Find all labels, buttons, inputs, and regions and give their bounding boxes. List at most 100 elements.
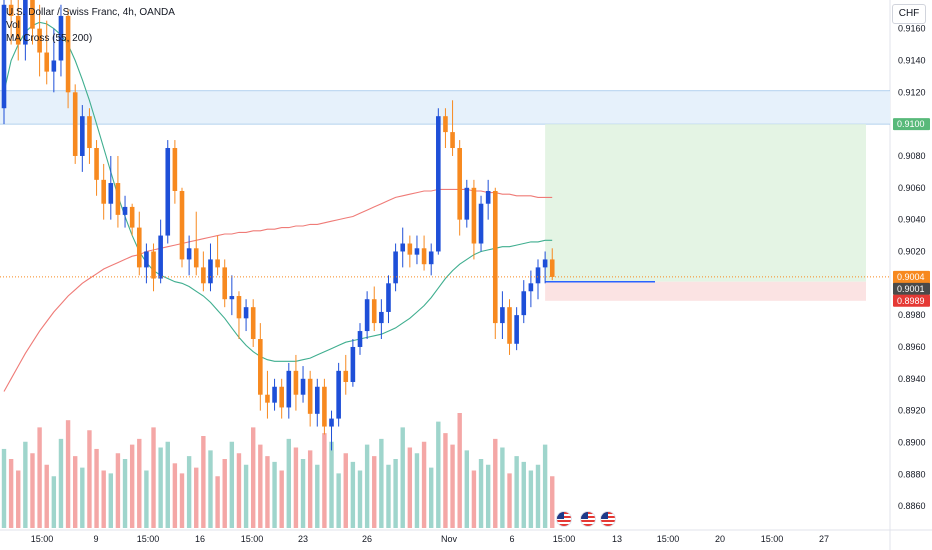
candle-body: [30, 0, 35, 29]
candle-body: [215, 259, 220, 268]
currency-button[interactable]: CHF: [892, 4, 926, 24]
volume-indicator-label[interactable]: Vol: [6, 20, 20, 31]
entry-price-tag-label: 0.9001: [897, 284, 925, 294]
candle-body: [115, 183, 121, 215]
volume-bar: [8, 459, 14, 528]
candle-body: [386, 283, 391, 312]
volume-bar: [194, 467, 199, 528]
candle-body: [414, 248, 420, 255]
candle-body: [528, 283, 534, 292]
entry-price-tag[interactable]: [893, 282, 930, 295]
candle-body: [436, 116, 441, 252]
candle-body: [428, 251, 434, 265]
volume-bar: [87, 430, 92, 528]
take-profit-price-tag[interactable]: [893, 118, 930, 131]
stop-loss-zone[interactable]: [545, 281, 866, 301]
candle-body: [186, 248, 192, 260]
us-flag-event-icon[interactable]: [556, 511, 572, 527]
price-tick-label: 0.8860: [898, 501, 926, 511]
volume-bar: [528, 470, 534, 528]
candle-body: [65, 15, 71, 93]
take-profit-price-tag-label: 0.9100: [897, 119, 925, 129]
volume-bar: [350, 461, 356, 528]
candle-body: [144, 251, 149, 268]
volume-bar: [507, 473, 512, 528]
volume-bar: [485, 464, 491, 528]
volume-bar: [16, 470, 21, 528]
candle-body: [208, 259, 213, 284]
ma-cross-indicator-label[interactable]: MA Cross (55, 200): [6, 33, 93, 44]
volume-bar: [293, 447, 299, 528]
price-tick-label: 0.9120: [898, 87, 926, 97]
symbol-title[interactable]: U.S. Dollar / Swiss Franc, 4h, OANDA: [6, 7, 175, 18]
volume-bar: [122, 459, 128, 528]
volume-bar: [208, 450, 213, 528]
volume-bar: [186, 456, 192, 528]
candle-body: [87, 116, 92, 149]
volume-bar: [500, 447, 505, 528]
volume-bar: [236, 453, 242, 528]
candle-body: [1, 4, 7, 109]
candle-body: [129, 206, 135, 228]
candle-body: [258, 339, 263, 395]
time-tick-label: 16: [195, 534, 205, 544]
volume-bar: [414, 453, 420, 528]
price-tick-label: 0.9020: [898, 246, 926, 256]
volume-bar: [364, 444, 370, 528]
candle-body: [243, 307, 249, 319]
candle-body: [94, 148, 99, 180]
ma-55-line: [3, 21, 553, 362]
volume-bar: [58, 438, 64, 528]
price-tick-label: 0.8920: [898, 406, 926, 416]
volume-bar: [357, 470, 363, 528]
time-tick-label: 15:00: [761, 534, 784, 544]
us-flag-event-icon[interactable]: [600, 511, 616, 527]
candle-body: [279, 386, 284, 408]
price-tick-label: 0.9160: [898, 24, 926, 34]
time-tick-label: 27: [819, 534, 829, 544]
volume-bar: [315, 464, 320, 528]
time-tick-label: 15:00: [31, 534, 54, 544]
volume-bar: [37, 427, 42, 528]
volume-bar: [443, 433, 448, 528]
candle-body: [457, 148, 462, 220]
volume-bar: [1, 448, 7, 528]
candle-body: [108, 183, 114, 204]
volume-bar: [272, 461, 277, 528]
volume-bar: [165, 441, 170, 528]
stop-price-tag[interactable]: [893, 294, 930, 307]
candle-body: [37, 28, 42, 53]
volume-bar: [436, 421, 441, 528]
volume-bar: [421, 441, 427, 528]
volume-bar: [336, 473, 341, 528]
volume-bar: [429, 467, 434, 528]
time-tick-label: 13: [612, 534, 622, 544]
time-tick-label: 15:00: [241, 534, 264, 544]
candle-body: [23, 0, 28, 45]
volume-bar: [258, 444, 263, 528]
volume-bar: [144, 470, 149, 528]
volume-bar: [229, 441, 235, 528]
candle-body: [236, 296, 242, 319]
us-flag-event-icon[interactable]: [580, 511, 596, 527]
volume-bar: [542, 444, 548, 528]
candle-body: [193, 248, 199, 268]
volume-bar: [464, 450, 469, 528]
time-tick-label: 20: [715, 534, 725, 544]
volume-bar: [243, 464, 249, 528]
take-profit-zone[interactable]: [545, 124, 866, 282]
candle-body: [514, 315, 519, 344]
candle-body: [521, 291, 527, 316]
candle-body: [379, 311, 384, 324]
volume-bar: [471, 470, 477, 528]
candle-body: [500, 307, 505, 324]
volume-bar: [372, 456, 377, 528]
volume-bar: [450, 444, 455, 528]
candle-body: [136, 227, 142, 268]
candle-body: [272, 386, 277, 403]
volume-bar: [101, 470, 106, 528]
volume-bar: [65, 420, 71, 528]
candle-body: [15, 15, 21, 45]
